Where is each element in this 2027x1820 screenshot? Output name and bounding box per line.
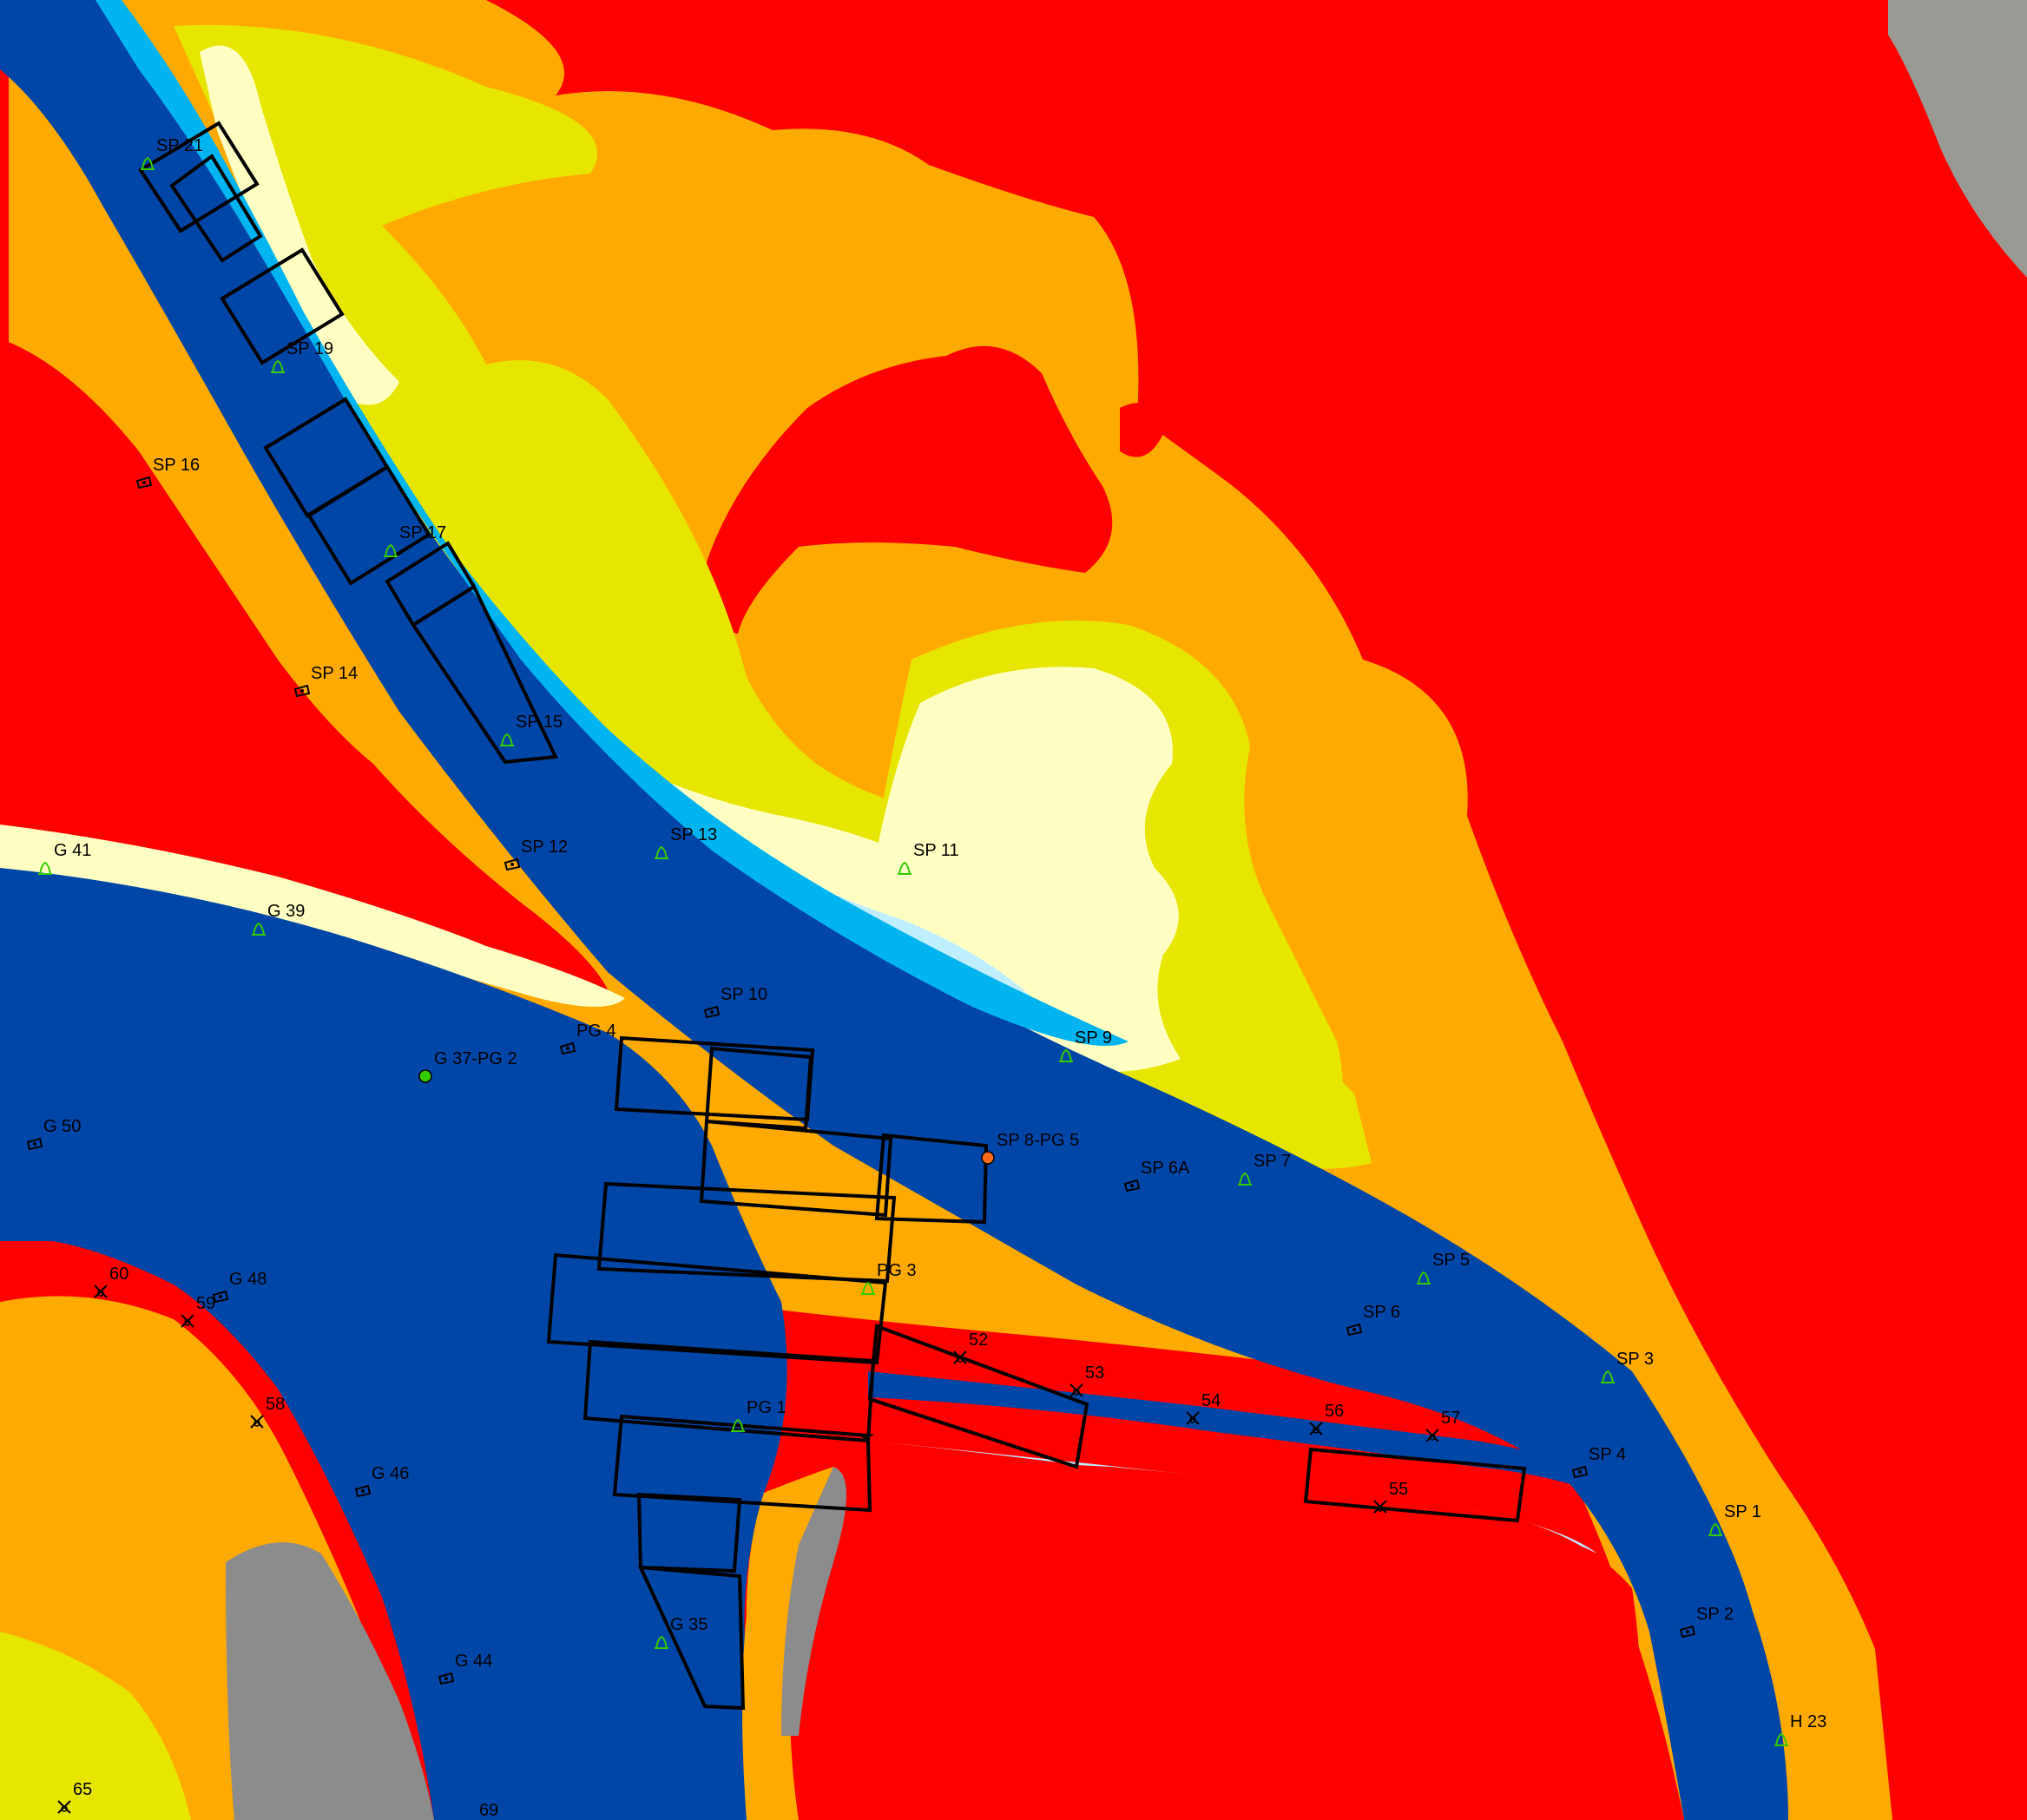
station-label: SP 4 xyxy=(1589,1445,1626,1464)
marsh-wedge-west xyxy=(0,338,608,989)
station-label: SP 10 xyxy=(721,985,767,1004)
station-label: SP 21 xyxy=(156,136,203,155)
station-label: PG 1 xyxy=(747,1398,786,1417)
pale-flat-north-strip xyxy=(200,45,399,405)
station-label: G 37-PG 2 xyxy=(434,1049,517,1068)
station-label: SP 3 xyxy=(1616,1350,1654,1369)
orange-dot-icon xyxy=(981,1151,995,1165)
station-label: PG 4 xyxy=(576,1022,616,1041)
station-label: SP 7 xyxy=(1254,1152,1291,1171)
station-label: 53 xyxy=(1085,1363,1104,1383)
station-label: SP 17 xyxy=(399,523,446,542)
station-label: G 35 xyxy=(670,1615,707,1634)
station-label: SP 6A xyxy=(1141,1159,1190,1178)
marsh-island-south xyxy=(790,1462,1641,1820)
station-label: 58 xyxy=(266,1395,285,1414)
station-label: SP 14 xyxy=(311,664,358,683)
station-label: SP 6 xyxy=(1363,1303,1400,1322)
station-label: PG 3 xyxy=(877,1261,917,1280)
station-label: 59 xyxy=(196,1294,215,1313)
station-label: G 48 xyxy=(229,1270,267,1289)
marsh-island-small xyxy=(1120,403,1163,457)
station-label: SP 11 xyxy=(913,841,959,860)
station-label: G 44 xyxy=(455,1652,492,1671)
station-label: 56 xyxy=(1325,1402,1344,1421)
station-label: SP 15 xyxy=(516,713,563,732)
upper-right-land xyxy=(1888,0,2027,278)
channel-northwest xyxy=(0,0,1788,1820)
station-label: 57 xyxy=(1441,1409,1460,1428)
station-label: H 23 xyxy=(1790,1712,1826,1731)
station-label: SP 5 xyxy=(1432,1251,1470,1270)
station-label: G 46 xyxy=(372,1464,409,1483)
marsh-wedge-edge xyxy=(0,825,625,1007)
marsh-island-center xyxy=(701,345,1113,634)
station-label: G 50 xyxy=(43,1117,81,1136)
station-label: 60 xyxy=(109,1265,128,1284)
station-label: G 41 xyxy=(54,841,91,860)
land-southwest xyxy=(226,1542,434,1820)
map-labels: SP 21 SP 19 SP 16 SP 17 SP 14 SP 15 SP 13 SP 12… xyxy=(27,136,1826,1820)
station-label: SP 1 xyxy=(1724,1502,1761,1521)
flat-southwest-yellow xyxy=(0,1632,191,1820)
station-label: SP 16 xyxy=(153,456,200,475)
survey-plots xyxy=(138,121,1527,1711)
station-label: SP 12 xyxy=(521,838,568,857)
station-label: SP 13 xyxy=(670,825,717,844)
station-label: 52 xyxy=(969,1331,988,1350)
station-label: SP 19 xyxy=(286,339,333,358)
water-southwest xyxy=(0,868,787,1820)
station-label: 69 xyxy=(479,1801,498,1820)
station-label: SP 2 xyxy=(1696,1605,1734,1624)
green-dot-icon xyxy=(418,1069,432,1083)
station-label: 65 xyxy=(73,1780,92,1799)
station-label: 54 xyxy=(1201,1391,1221,1410)
land-south-center xyxy=(781,1467,846,1736)
station-label: SP 8-PG 5 xyxy=(997,1131,1079,1150)
station-label: SP 9 xyxy=(1075,1028,1112,1048)
station-label: G 39 xyxy=(267,902,305,921)
station-label: 55 xyxy=(1389,1480,1408,1499)
